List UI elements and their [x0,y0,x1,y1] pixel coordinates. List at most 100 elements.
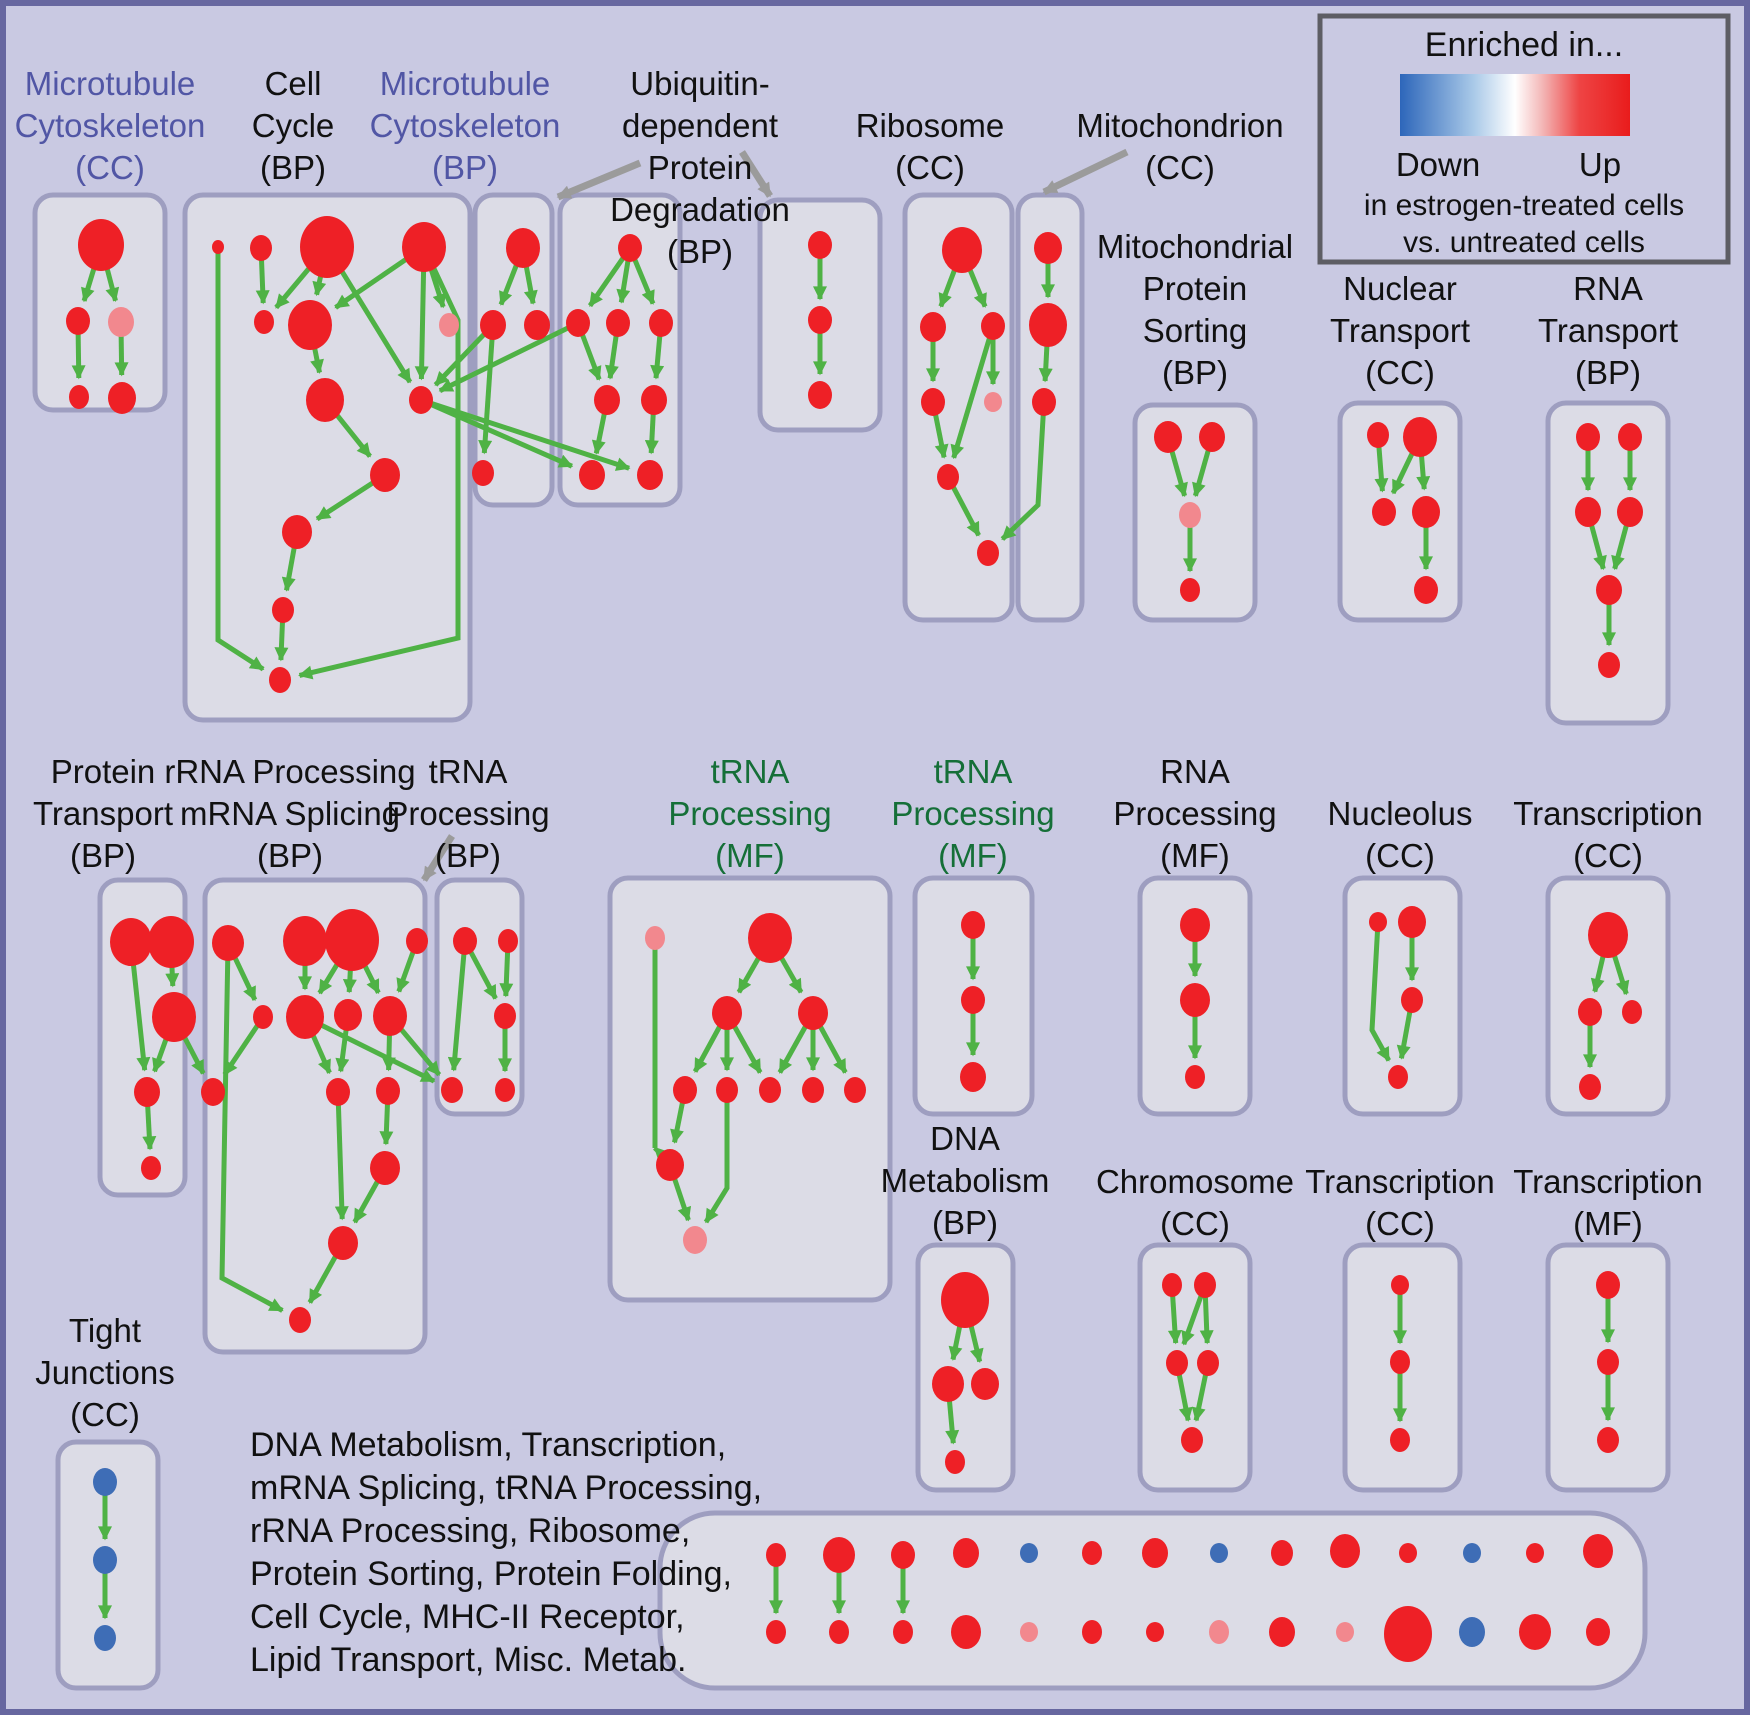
go-term-node-RR7 [334,999,362,1031]
edge-C10-C11 [315,479,377,522]
edge-TM4-TM9 [816,1022,848,1074]
go-term-node-U1 [618,234,642,262]
edge-DM2-DM4 [945,1396,960,1445]
go-term-node-TB1 [453,927,477,955]
go-term-node-TF2 [1597,1349,1619,1375]
edge-R1-R2 [938,264,959,308]
go-term-node-TM6 [716,1077,738,1103]
go-term-node-RR10 [326,1078,350,1106]
go-term-node-RR13 [328,1226,358,1260]
edge-C4-C6 [334,254,411,310]
edge-TM2-TM4 [776,952,804,994]
edge-Q4-Q5 [1611,521,1630,571]
go-term-node-G13b [1586,1618,1610,1646]
go-term-node-TC3 [1622,1000,1642,1024]
edge-TC1-TC2 [1590,950,1607,993]
go-term-node-P3 [1179,502,1201,528]
edge-TM10-TM11 [671,1174,692,1222]
edge-CH2-CH4 [1199,1293,1214,1345]
go-term-node-TM8 [802,1077,824,1103]
go-term-node-MB1 [506,228,540,268]
go-term-node-G9t [1330,1534,1360,1568]
go-term-node-RR14 [289,1307,311,1333]
go-term-node-MB4 [472,460,494,486]
cluster-label-transcription-cc-mid: Transcription (CC) [1513,795,1703,874]
edge-RR1-RR5 [231,953,258,1002]
go-term-node-R6 [937,464,959,490]
cluster-label-trna-processing-mf-2: tRNA Processing (MF) [891,753,1054,874]
edge-TB2-TB3 [499,948,514,998]
go-term-node-RR2 [283,916,327,966]
edge-TM6-TM11 [703,1098,730,1224]
pointer-trna-bp-icon [421,834,455,882]
edge-N1-N3 [1374,443,1389,493]
go-term-node-Q2 [1618,423,1642,451]
edge-C8-C10 [332,410,372,458]
go-term-node-TB5 [495,1078,515,1102]
edge-RR12-RR13 [352,1177,382,1224]
edge-RR5-RR9 [222,1022,261,1076]
go-term-node-A3 [108,307,134,337]
go-term-node-RR8 [373,996,407,1036]
go-term-node-G9b [1336,1622,1354,1642]
edge-U4-U6 [650,332,665,380]
edge-RR8-TB4 [396,1024,442,1077]
go-term-node-N3 [1372,498,1396,526]
cluster-label-transcription-cc-low: Transcription (CC) [1305,1163,1495,1242]
go-term-node-R3 [981,312,1005,340]
go-term-node-RP1 [1180,908,1210,942]
cluster-label-tight-junctions-cc: Tight Junctions (CC) [35,1312,174,1433]
go-term-node-G3t [953,1538,979,1568]
edge-U1-U3 [616,257,631,304]
go-term-node-TC4 [1579,1074,1601,1100]
go-term-node-RR9 [201,1078,225,1106]
go-term-node-U3 [606,309,630,337]
go-term-node-MB3 [524,310,550,340]
go-term-node-R5 [984,392,1002,412]
go-term-node-C2 [250,235,272,261]
cluster-label-mitochondrial-protein-sorting-bp: Mitochondrial Protein Sorting (BP) [1097,228,1293,391]
go-term-node-PT1 [110,918,152,966]
cluster-label-microtubule-cytoskeleton-cc: Microtubule Cytoskeleton (CC) [15,65,206,186]
go-term-node-TB3 [494,1003,516,1029]
go-term-node-Q1 [1576,423,1600,451]
go-term-node-TJ1 [93,1468,117,1496]
edge-RR13-RR14 [307,1252,340,1304]
go-term-node-RP3 [1185,1065,1205,1089]
go-term-node-PT5 [141,1156,161,1180]
go-term-node-G1t [823,1537,855,1573]
go-term-node-C7 [439,313,459,337]
go-term-node-TM4 [798,996,828,1030]
go-term-node-U9 [637,460,663,490]
ubiquitin-box [557,192,683,508]
cluster-label-transcription-mf: Transcription (MF) [1513,1163,1703,1242]
go-term-node-NU4 [1388,1065,1408,1089]
go-term-node-Q4 [1617,497,1643,527]
go-term-node-CH4 [1197,1350,1219,1376]
go-term-node-G8b [1269,1617,1295,1647]
go-term-node-RR4 [406,928,428,954]
go-term-node-G1b [829,1620,849,1644]
cluster-label-rna-transport-bp: RNA Transport (BP) [1538,270,1678,391]
cluster-label-rrna-processing-mrna-splicing-bp: rRNA Processing mRNA Splicing (BP) [164,753,415,874]
edge-A3-A5 [114,332,129,377]
edge-C2-C5 [255,256,270,305]
cluster-label-ubiquitin-dependent-protein-degradation-bp: Ubiquitin-dependent Protein Degradation (BP… [610,65,790,270]
go-term-node-TC2 [1578,998,1602,1026]
edge-CH4-CH5 [1191,1371,1209,1422]
go-term-node-S3 [808,381,832,409]
go-term-node-G7t [1210,1543,1228,1563]
go-term-node-P2 [1199,422,1225,452]
rrna-box [202,877,428,1355]
edge-NU1-NU4 [1369,929,1391,1062]
go-term-node-M3 [1032,388,1056,416]
go-term-node-P4 [1180,578,1200,602]
go-term-node-TL2 [1390,1350,1410,1374]
edge-NU3-NU4 [1396,1008,1413,1060]
go-term-node-C11 [282,515,312,549]
go-term-node-C12 [272,597,294,623]
edge-PT4-PT5 [142,1102,157,1151]
go-term-node-DM4 [945,1450,965,1474]
